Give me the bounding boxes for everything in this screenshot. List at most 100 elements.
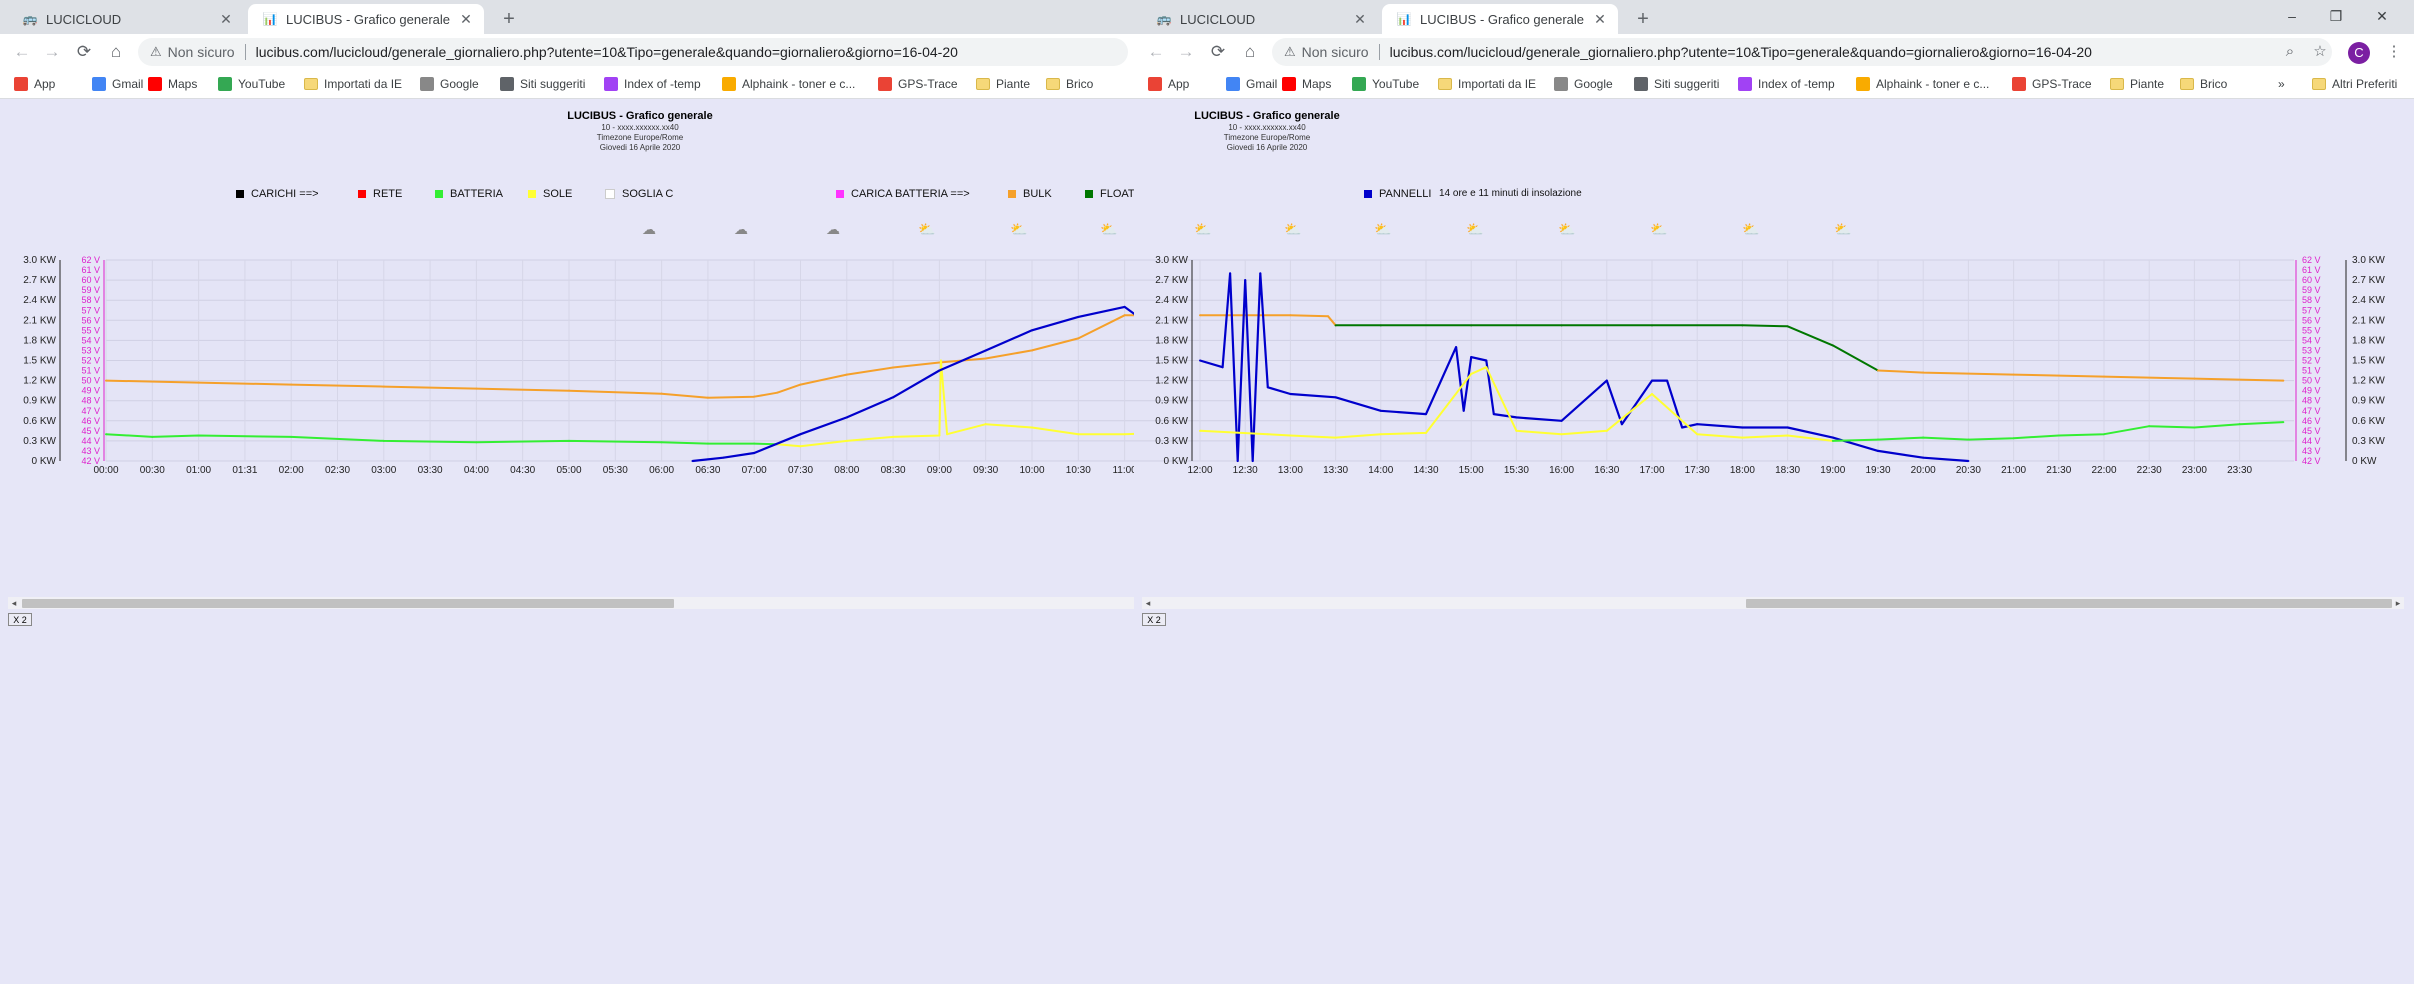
- y-tick-label-kw: 2.1 KW: [2352, 315, 2385, 326]
- y-tick-label-v: 57 V: [81, 305, 100, 315]
- bookmark-label: Piante: [996, 77, 1031, 91]
- x-tick-label: 18:30: [1775, 465, 1800, 476]
- reload-icon[interactable]: ⟳: [1210, 42, 1226, 61]
- bookmark-item[interactable]: Index of -temp: [604, 70, 701, 98]
- back-icon[interactable]: ←: [13, 42, 31, 61]
- legend-label: CARICA BATTERIA ==>: [851, 188, 970, 200]
- data-point: [1289, 393, 1292, 395]
- bookmark-item[interactable]: GPS-Trace: [878, 70, 958, 98]
- folder-icon: [1438, 78, 1452, 90]
- close-tab-icon[interactable]: ✕: [1354, 10, 1366, 27]
- data-point: [938, 369, 941, 372]
- data-point: [2148, 425, 2151, 428]
- bookmark-label: Importati da IE: [1458, 77, 1537, 91]
- bookmark-item[interactable]: Piante: [976, 70, 1030, 98]
- bookmark-item[interactable]: Piante: [2110, 70, 2164, 98]
- bookmark-item[interactable]: Google: [420, 70, 479, 98]
- horizontal-scrollbar[interactable]: ◂: [8, 597, 1134, 609]
- browser-window-right: 🚌 LUCICLOUD ✕ 📊 LUCIBUS - Grafico genera…: [1134, 0, 2414, 984]
- close-tab-icon[interactable]: ✕: [460, 10, 472, 27]
- bookmark-label: Google: [1574, 77, 1613, 91]
- bookmark-item[interactable]: Index of -temp: [1738, 70, 1835, 98]
- y-tick-label-v: 62 V: [81, 255, 100, 265]
- data-point: [1515, 429, 1518, 432]
- bookmark-item[interactable]: Siti suggeriti: [500, 70, 585, 98]
- back-icon[interactable]: ←: [1147, 42, 1165, 61]
- data-point: [2238, 423, 2241, 426]
- bookmark-item[interactable]: Alphaink - toner e c...: [722, 70, 855, 98]
- address-bar[interactable]: ⚠ Non sicuro lucibus.com/lucicloud/gener…: [138, 38, 1128, 66]
- zoom-icon[interactable]: ⌕: [2285, 43, 2295, 60]
- bookmark-item[interactable]: GPS-Trace: [2012, 70, 2092, 98]
- data-point: [938, 434, 941, 437]
- y-tick-label-v: 60 V: [2302, 275, 2321, 285]
- bookmark-label: Maps: [1302, 77, 1332, 91]
- bookmark-item[interactable]: Brico: [2180, 70, 2227, 98]
- zoom-x2-button[interactable]: X 2: [8, 613, 32, 626]
- star-icon[interactable]: ☆: [2313, 43, 2327, 60]
- data-point: [1123, 314, 1126, 317]
- close-tab-icon[interactable]: ✕: [220, 10, 232, 27]
- home-icon[interactable]: ⌂: [110, 42, 122, 61]
- bookmark-item[interactable]: App: [14, 70, 55, 98]
- minimize-button[interactable]: –: [2288, 8, 2296, 24]
- y-tick-label-v: 59 V: [81, 285, 100, 295]
- address-bar[interactable]: ⚠ Non sicuro lucibus.com/lucicloud/gener…: [1272, 38, 2332, 66]
- x-tick-label: 23:30: [2227, 465, 2252, 476]
- bookmark-item[interactable]: Importati da IE: [1438, 70, 1536, 98]
- bookmark-item[interactable]: App: [1148, 70, 1189, 98]
- data-point: [1031, 426, 1033, 429]
- zoom-x2-button[interactable]: X 2: [1142, 613, 1166, 626]
- scroll-right-icon[interactable]: ▸: [2395, 598, 2401, 608]
- close-window-button[interactable]: ✕: [2376, 8, 2388, 24]
- bookmark-item[interactable]: Gmail: [1226, 70, 1277, 98]
- reload-icon[interactable]: ⟳: [76, 42, 92, 61]
- data-point: [290, 435, 293, 438]
- bookmark-item[interactable]: YouTube: [1352, 70, 1419, 98]
- close-tab-icon[interactable]: ✕: [1594, 10, 1606, 27]
- bookmark-item[interactable]: Siti suggeriti: [1634, 70, 1719, 98]
- data-point: [1327, 315, 1330, 318]
- partly-cloudy-icon: ⛅: [1100, 221, 1118, 237]
- new-tab-button[interactable]: +: [1637, 8, 1649, 30]
- bookmark-item[interactable]: Maps: [1282, 70, 1331, 98]
- series-line-bulk: [1200, 314, 1337, 326]
- bookmark-item[interactable]: Google: [1554, 70, 1613, 98]
- bookmark-item[interactable]: Brico: [1046, 70, 1093, 98]
- scrollbar-thumb[interactable]: [1746, 599, 2392, 608]
- menu-icon[interactable]: ⋮: [2386, 43, 2402, 60]
- tab-grafico-generale[interactable]: 📊 LUCIBUS - Grafico generale ✕: [1382, 4, 1618, 34]
- home-icon[interactable]: ⌂: [1244, 42, 1256, 61]
- y-tick-label-v: 48 V: [81, 396, 100, 406]
- more-bookmarks-button[interactable]: »: [2278, 77, 2285, 91]
- bookmark-item[interactable]: Alphaink - toner e c...: [1856, 70, 1989, 98]
- bookmark-favicon-icon: [14, 77, 28, 91]
- restore-button[interactable]: ❐: [2329, 8, 2343, 24]
- bookmark-item[interactable]: YouTube: [218, 70, 285, 98]
- horizontal-scrollbar[interactable]: ◂ ▸: [1142, 597, 2404, 609]
- bookmark-item[interactable]: Importati da IE: [304, 70, 402, 98]
- avatar[interactable]: C: [2348, 42, 2370, 64]
- forward-icon[interactable]: →: [1177, 42, 1195, 61]
- tab-lucicloud[interactable]: 🚌 LUCICLOUD ✕: [1142, 4, 1378, 34]
- data-point: [1741, 436, 1744, 439]
- tab-grafico-generale[interactable]: 📊 LUCIBUS - Grafico generale ✕: [248, 4, 484, 34]
- scroll-left-icon[interactable]: ◂: [1145, 598, 1151, 608]
- y-tick-label-v: 42 V: [81, 456, 100, 466]
- bookmark-item[interactable]: Maps: [148, 70, 197, 98]
- forward-icon[interactable]: →: [43, 42, 61, 61]
- scrollbar-thumb[interactable]: [22, 599, 674, 608]
- y-tick-label-kw: 0 KW: [1164, 456, 1189, 467]
- bookmark-item[interactable]: Gmail: [92, 70, 143, 98]
- user-id-text: 10 - xxxx.xxxxxx.xx40: [601, 123, 679, 132]
- data-point: [1470, 372, 1473, 375]
- timezone-text: Timezone Europe/Rome: [1223, 133, 1311, 142]
- data-point: [1651, 393, 1653, 395]
- chart-left: 00:00 00:30 01:00 01:31 02:00 02:30 03:00 03:30…: [23, 255, 1134, 476]
- bookmark-favicon-icon: [1634, 77, 1648, 91]
- new-tab-button[interactable]: +: [503, 8, 515, 30]
- scroll-left-icon[interactable]: ◂: [11, 598, 17, 608]
- tab-lucicloud[interactable]: 🚌 LUCICLOUD ✕: [8, 4, 244, 34]
- other-bookmarks[interactable]: Altri Preferiti: [2312, 70, 2397, 98]
- x-tick-label: 17:30: [1685, 465, 1710, 476]
